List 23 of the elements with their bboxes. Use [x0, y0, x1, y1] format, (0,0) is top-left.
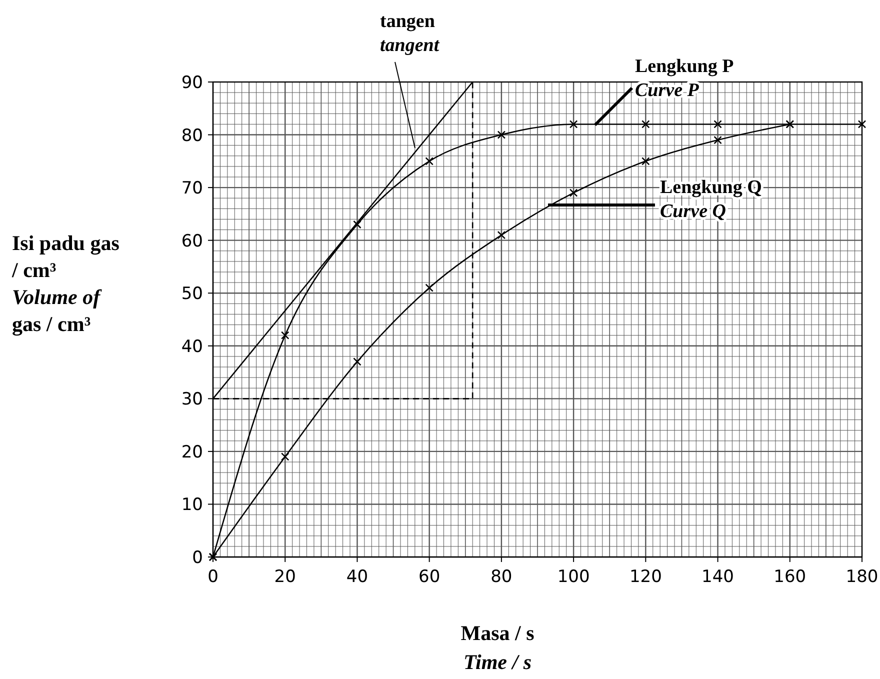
- x-tick-label: 120: [629, 567, 662, 587]
- y-tick-label: 20: [181, 442, 203, 462]
- x-tick-label: 0: [208, 567, 218, 587]
- y-tick-label: 0: [192, 548, 203, 568]
- x-tick-label: 20: [274, 567, 296, 587]
- x-tick-label: 40: [346, 567, 368, 587]
- y-tick-label: 10: [181, 495, 203, 516]
- x-axis-title: Masa / s Time / s: [460, 621, 534, 674]
- y-tick-label: 90: [181, 73, 203, 93]
- y-tick-label: 30: [181, 390, 203, 410]
- x-tick-label: 140: [702, 567, 734, 587]
- y-tick-label: 80: [181, 126, 203, 146]
- y-tick-label: 40: [181, 336, 203, 357]
- y-axis-title: Isi padu gas / cm³ Volume of gas / cm³: [11, 231, 120, 336]
- y-tick-label: 70: [181, 178, 203, 199]
- x-tick-label: 180: [846, 567, 878, 587]
- x-tick-label: 60: [418, 567, 440, 587]
- x-tick-label: 100: [557, 567, 590, 587]
- x-tick-label: 80: [490, 567, 512, 587]
- x-tick-label: 160: [774, 567, 806, 587]
- y-tick-label: 60: [181, 231, 203, 252]
- y-tick-label: 50: [181, 284, 203, 304]
- text: tangen tangent: [380, 11, 440, 56]
